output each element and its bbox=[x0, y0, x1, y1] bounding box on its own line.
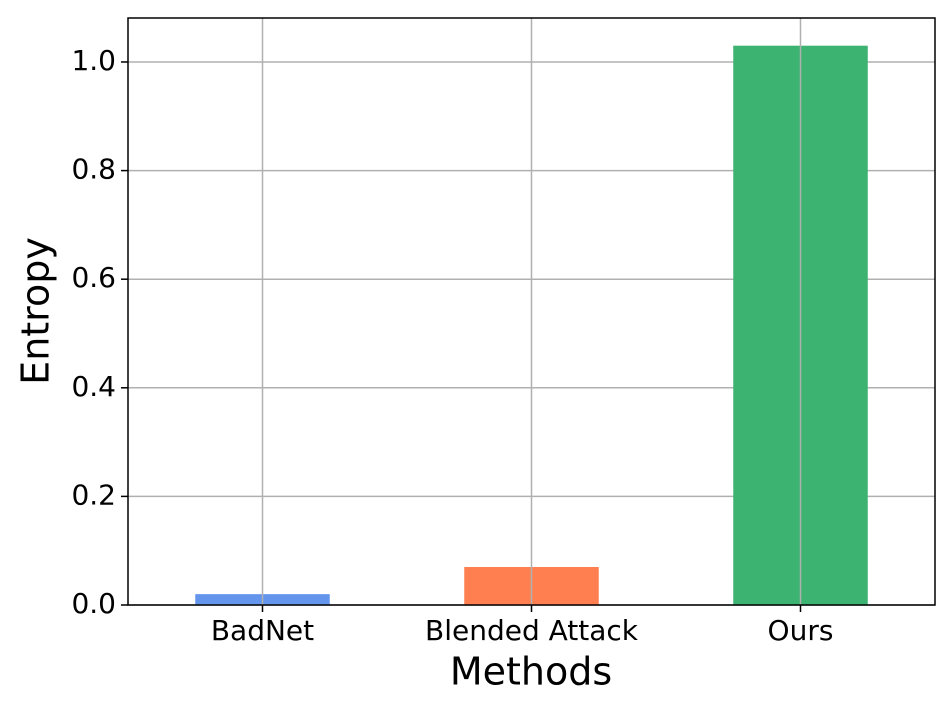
x-tick-label: Ours bbox=[768, 614, 834, 647]
x-tick-label: BadNet bbox=[211, 614, 314, 647]
y-tick-label: 0.0 bbox=[71, 587, 116, 620]
y-tick-label: 1.0 bbox=[71, 44, 116, 77]
plot-frame bbox=[127, 17, 936, 606]
y-tick-label: 0.4 bbox=[71, 370, 116, 403]
x-axis-label: Methods bbox=[450, 650, 612, 694]
x-tick-label: Blended Attack bbox=[425, 614, 639, 647]
y-axis-label: Entropy bbox=[14, 237, 58, 385]
y-tick-label: 0.2 bbox=[71, 478, 116, 511]
y-tick-label: 0.6 bbox=[71, 261, 116, 294]
y-tick-label: 0.8 bbox=[71, 153, 116, 186]
